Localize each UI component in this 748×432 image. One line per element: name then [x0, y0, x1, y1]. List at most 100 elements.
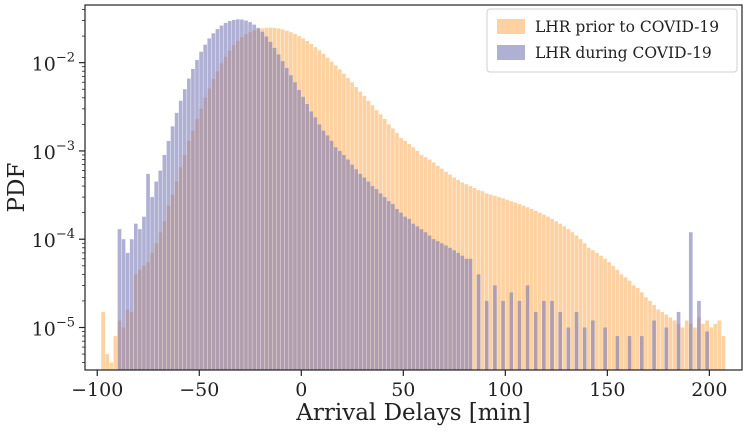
bar [537, 212, 542, 370]
bar [709, 327, 714, 370]
legend-label-during: LHR during COVID-19 [535, 44, 712, 62]
legend-box [486, 8, 738, 73]
bar [599, 255, 603, 370]
bar [370, 186, 375, 370]
bar [623, 277, 628, 370]
bar [639, 336, 644, 370]
bar [444, 245, 448, 370]
bar [431, 239, 436, 370]
bar [554, 221, 558, 370]
bar [656, 309, 660, 370]
bar [284, 68, 289, 370]
bar [101, 311, 105, 370]
bar [260, 31, 265, 371]
y-axis-label: PDF [4, 163, 30, 213]
bar [215, 29, 220, 370]
bar [105, 354, 110, 370]
bar [721, 336, 726, 370]
bar [342, 154, 346, 370]
bar [195, 60, 199, 370]
bar [517, 300, 522, 370]
bar [684, 320, 689, 370]
bar [472, 188, 477, 370]
legend: LHR prior to COVID-19 LHR during COVID-1… [486, 8, 738, 73]
bar [505, 199, 509, 370]
bar [701, 323, 705, 370]
bar [652, 320, 656, 370]
y-tick-label: 10−5 [32, 315, 75, 340]
bar [448, 247, 452, 370]
x-tick-label: 200 [691, 379, 727, 401]
bar [586, 247, 591, 370]
bar [497, 197, 501, 370]
bar [509, 201, 514, 370]
bar [346, 159, 350, 370]
bar [133, 223, 138, 370]
bar [566, 229, 571, 370]
bar [142, 216, 146, 370]
bar [378, 193, 383, 370]
bar [407, 218, 412, 370]
bar [697, 300, 701, 370]
bar [603, 258, 607, 370]
bar [521, 205, 526, 370]
x-tick-label: 0 [295, 379, 307, 401]
bar [317, 124, 322, 371]
bar [399, 212, 403, 370]
bar [158, 170, 163, 370]
y-tick-label: 10−3 [32, 139, 75, 164]
bar [170, 126, 175, 370]
bar [297, 90, 301, 370]
bar [550, 218, 554, 370]
legend-swatch-prior [497, 19, 525, 34]
bar [488, 194, 493, 370]
bar [533, 210, 538, 370]
bar [391, 204, 395, 370]
bar [639, 292, 644, 370]
bar [333, 147, 338, 370]
bar [113, 336, 118, 370]
bar [121, 239, 126, 370]
bar [187, 78, 191, 370]
bar [301, 96, 305, 370]
bar [484, 193, 489, 370]
bar [529, 208, 534, 370]
bar [591, 320, 595, 370]
y-axis: 10−2 10−3 10−4 10−5 [32, 9, 85, 364]
bar [403, 216, 407, 370]
bar [591, 250, 595, 370]
bar [513, 202, 518, 370]
bar [362, 177, 367, 370]
bar [558, 223, 563, 370]
bar [427, 235, 432, 370]
plot-frame [84, 4, 743, 371]
bar [109, 362, 114, 370]
bar [382, 197, 387, 370]
bar [533, 311, 538, 370]
bar [211, 33, 216, 370]
bar [509, 292, 514, 370]
x-axis: −100 −50 0 50 100 150 200 [71, 370, 727, 401]
x-tick-label: −50 [179, 379, 219, 401]
bar [129, 239, 134, 370]
bar [125, 252, 130, 370]
bar [227, 21, 232, 371]
bar [582, 243, 587, 370]
bar [305, 104, 310, 371]
bar [476, 274, 481, 370]
bar [648, 300, 652, 370]
bars-layer [101, 19, 726, 371]
bar [162, 154, 167, 370]
bar [611, 265, 616, 370]
bar [493, 195, 497, 370]
bar [321, 130, 326, 370]
bar [244, 20, 248, 370]
bar [713, 323, 718, 370]
bar [178, 100, 183, 370]
bar [574, 235, 579, 370]
x-axis-label: Arrival Delays [min] [295, 400, 530, 426]
bar [252, 24, 256, 371]
bar [248, 22, 252, 371]
bar [329, 140, 334, 370]
